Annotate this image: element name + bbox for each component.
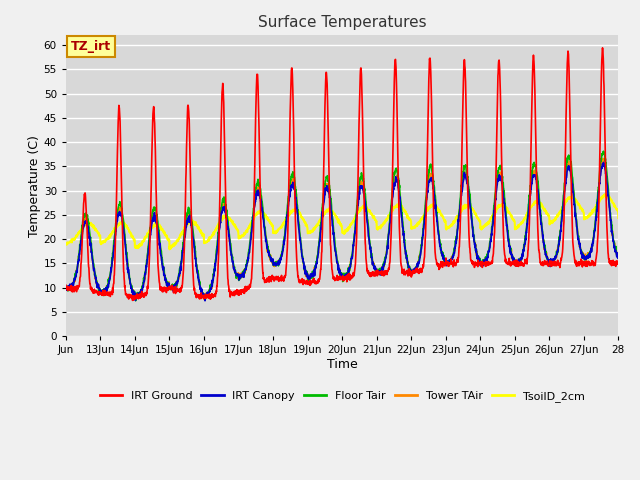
Line: IRT Ground: IRT Ground [66,48,618,300]
Text: TZ_irt: TZ_irt [71,40,111,53]
Tower TAir [200,297,208,302]
Line: Tower TAir: Tower TAir [66,158,618,300]
Floor Tair [117,203,125,209]
Title: Surface Temperatures: Surface Temperatures [258,15,426,30]
IRT Ground [607,261,615,266]
Tower TAir [509,256,516,262]
IRT Ground [62,282,70,288]
IRT Canopy [614,255,622,261]
TsoilD_2cm [540,205,548,211]
TsoilD_2cm [376,225,383,231]
Floor Tair [132,298,140,304]
IRT Ground [237,289,244,295]
Legend: IRT Ground, IRT Canopy, Floor Tair, Tower TAir, TsoilD_2cm: IRT Ground, IRT Canopy, Floor Tair, Towe… [95,387,589,407]
Tower TAir [607,219,615,225]
Floor Tair [540,238,548,244]
Floor Tair [600,148,607,154]
TsoilD_2cm [614,215,622,221]
TsoilD_2cm [166,246,173,252]
IRT Canopy [540,242,548,248]
IRT Ground [376,270,383,276]
Floor Tair [509,253,516,259]
Tower TAir [600,156,607,161]
Tower TAir [376,272,383,277]
IRT Canopy [509,255,516,261]
X-axis label: Time: Time [327,358,358,371]
TsoilD_2cm [600,192,608,197]
Floor Tair [376,272,383,277]
IRT Canopy [607,220,615,226]
IRT Ground [540,262,548,268]
Tower TAir [117,209,125,215]
IRT Canopy [62,286,70,292]
IRT Canopy [600,159,607,165]
IRT Ground [598,45,606,51]
IRT Ground [117,159,125,165]
Tower TAir [540,242,548,248]
Floor Tair [62,286,70,292]
TsoilD_2cm [62,241,70,247]
TsoilD_2cm [237,234,244,240]
Floor Tair [614,255,622,261]
TsoilD_2cm [509,216,516,222]
Line: Floor Tair: Floor Tair [66,151,618,301]
TsoilD_2cm [607,197,615,203]
Y-axis label: Temperature (C): Temperature (C) [28,135,41,237]
IRT Canopy [201,298,209,304]
IRT Ground [614,258,622,264]
Line: TsoilD_2cm: TsoilD_2cm [66,194,618,249]
IRT Ground [129,298,136,303]
Floor Tair [237,276,244,281]
TsoilD_2cm [117,220,125,226]
IRT Canopy [237,274,244,280]
IRT Canopy [376,269,383,275]
Tower TAir [614,254,622,260]
IRT Ground [509,260,516,265]
Line: IRT Canopy: IRT Canopy [66,162,618,301]
IRT Canopy [117,213,125,219]
Tower TAir [62,285,70,290]
Floor Tair [607,216,615,222]
Tower TAir [237,274,244,280]
